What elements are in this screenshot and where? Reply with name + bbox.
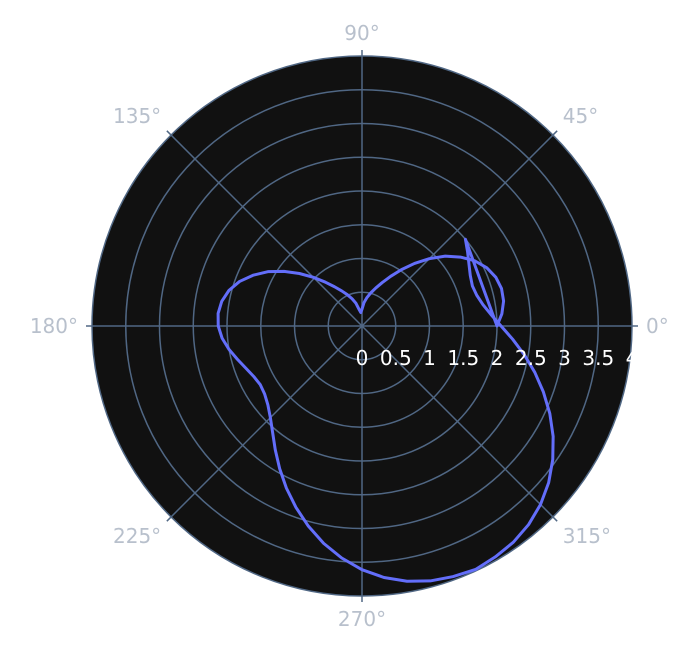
angular-tick-label: 0°: [646, 314, 669, 338]
angular-grid-line: [361, 134, 554, 327]
angular-tick-label: 180°: [30, 314, 78, 338]
radial-tick-label: 0.5: [380, 346, 412, 370]
angular-tick-mark: [166, 130, 172, 136]
radial-tick-label: 3.5: [582, 346, 614, 370]
angular-tick-mark: [552, 130, 558, 136]
label-layer: 0° 45° 90° 135° 180° 225° 270° 315° 0 0.5 1 1.5 2 2.5…: [30, 21, 669, 631]
radial-tick-label: 1: [423, 346, 436, 370]
radial-tick-label: 2.5: [515, 346, 547, 370]
angular-tick-label: 315°: [563, 524, 611, 548]
angular-tick-mark: [552, 516, 558, 522]
angular-grid-line: [361, 325, 554, 518]
radial-tick-label: 3: [558, 346, 571, 370]
series-layer: [216, 237, 555, 583]
angular-tick-label: 90°: [344, 21, 379, 45]
angular-tick-label: 135°: [113, 104, 161, 128]
grid-layer: [86, 50, 638, 602]
angular-grid-line: [170, 134, 363, 327]
radial-tick-label: 0: [356, 346, 369, 370]
radial-tick-label: 1.5: [447, 346, 479, 370]
series-line: [216, 237, 555, 583]
angular-tick-mark: [166, 516, 172, 522]
angular-tick-label: 270°: [338, 607, 386, 631]
radial-tick-label: 2: [491, 346, 504, 370]
radial-tick-label: 4: [626, 346, 639, 370]
angular-tick-label: 225°: [113, 524, 161, 548]
angular-grid-line: [170, 325, 363, 518]
angular-tick-label: 45°: [563, 104, 598, 128]
